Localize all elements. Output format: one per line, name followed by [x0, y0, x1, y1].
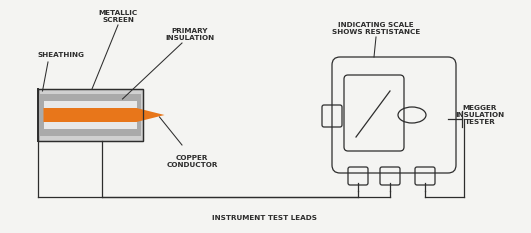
- Text: PRIMARY
INSULATION: PRIMARY INSULATION: [166, 28, 215, 41]
- Polygon shape: [44, 108, 165, 122]
- Text: INSTRUMENT TEST LEADS: INSTRUMENT TEST LEADS: [212, 215, 318, 221]
- FancyBboxPatch shape: [38, 89, 142, 141]
- Text: COPPER
CONDUCTOR: COPPER CONDUCTOR: [166, 155, 218, 168]
- Bar: [44, 101, 136, 129]
- Text: SHEATHING: SHEATHING: [38, 52, 85, 58]
- Text: METALLIC
SCREEN: METALLIC SCREEN: [98, 10, 138, 23]
- Text: MEGGER
INSULATION
TESTER: MEGGER INSULATION TESTER: [456, 105, 504, 125]
- Bar: [39, 94, 141, 136]
- Text: INDICATING SCALE
SHOWS RESTISTANCE: INDICATING SCALE SHOWS RESTISTANCE: [332, 22, 420, 35]
